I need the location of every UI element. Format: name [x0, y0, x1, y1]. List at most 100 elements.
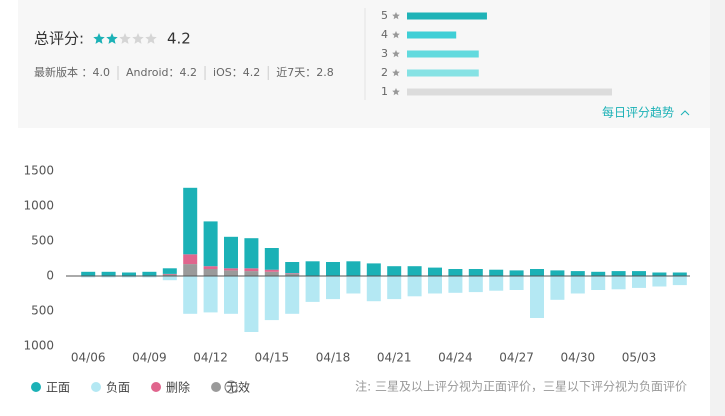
version-info: 近7天：2.8	[276, 66, 334, 79]
rating-label: 5	[381, 9, 388, 22]
bar-segment	[162, 268, 177, 274]
x-tick-label: 04/21	[377, 351, 412, 365]
x-tick-label: 04/30	[561, 351, 596, 365]
rating-bars: 5 4 3 2 1	[381, 9, 612, 98]
bar-segment	[591, 271, 606, 276]
bar-segment	[407, 276, 422, 297]
bar-segment	[122, 272, 136, 276]
score-title: 总评分:	[34, 30, 84, 48]
y-tick-label: 1000	[23, 339, 54, 353]
x-tick-label: 04/12	[193, 351, 228, 365]
rating-label: 1	[381, 85, 388, 98]
rating-label: 3	[381, 47, 388, 60]
bar-segment	[122, 276, 136, 278]
bar-segment	[632, 276, 646, 288]
bar-segment	[468, 269, 483, 276]
bar-segment	[305, 276, 320, 302]
bar-segment	[366, 276, 381, 302]
bar-segment	[366, 263, 381, 276]
bar-segment	[448, 269, 463, 276]
star	[132, 33, 144, 44]
legend-swatch	[151, 382, 162, 392]
bar-segment	[183, 254, 198, 265]
star	[119, 33, 131, 44]
bar-segment	[305, 261, 320, 276]
bar-segment	[530, 276, 544, 318]
version-info: Android：4.2	[126, 66, 197, 79]
rating-star	[392, 31, 400, 39]
rating-bar	[407, 12, 487, 20]
bar-segment	[652, 276, 667, 287]
bar-segment	[285, 273, 300, 276]
x-tick-label: 04/15	[255, 351, 290, 365]
bar-segment	[387, 276, 402, 300]
x-tick-label: 04/27	[499, 351, 534, 365]
bar-segment	[264, 276, 279, 321]
bar-segment	[264, 271, 279, 276]
bar-segment	[183, 187, 198, 255]
bar-segment	[570, 276, 585, 294]
bar-segment	[509, 276, 524, 290]
version-info: 最新版本 ：4.0	[34, 65, 110, 79]
rating-star	[392, 88, 400, 96]
bar-segment	[428, 267, 442, 276]
bar-segment	[428, 276, 442, 294]
summary-panel	[18, 0, 710, 128]
legend-swatch	[31, 382, 41, 392]
trend-link[interactable]: 每日评分趋势	[602, 105, 674, 120]
bar-segment	[407, 266, 422, 276]
bar-segment	[101, 271, 116, 276]
bar-segment	[142, 276, 157, 278]
bar-segment	[224, 276, 238, 314]
bar-segment	[264, 248, 279, 270]
bar-segment	[632, 271, 646, 276]
star	[93, 33, 105, 44]
bar-segment	[509, 270, 524, 276]
rating-bar	[407, 50, 479, 58]
bar-segment	[652, 272, 667, 276]
bar-segment	[224, 236, 238, 269]
rating-bar	[407, 88, 612, 96]
x-tick-label: 04/09	[132, 351, 167, 365]
bar-segment	[285, 273, 300, 274]
y-tick-label: 1500	[23, 164, 54, 178]
bar-segment	[570, 271, 585, 276]
bar-segment	[264, 269, 279, 272]
bar-segment	[203, 276, 218, 313]
bar-segment	[203, 221, 218, 267]
x-tick-label: 04/18	[316, 351, 351, 365]
bar-segment	[101, 276, 116, 278]
bar-segment	[530, 269, 544, 276]
bar-segment	[81, 276, 96, 278]
bar-segment	[162, 273, 177, 275]
bar-segment	[468, 276, 483, 293]
bar-segment	[672, 276, 687, 286]
bar-segment	[285, 262, 300, 274]
y-tick-label: 1000	[23, 199, 54, 213]
bar-segment	[244, 271, 259, 276]
x-tick-label: 05/03	[622, 351, 657, 365]
info-i: i	[230, 384, 233, 394]
stars	[93, 33, 157, 44]
bar-segment	[285, 276, 300, 314]
x-tick-label: 04/24	[438, 351, 473, 365]
bar-segment	[142, 271, 157, 276]
bar-segment	[489, 276, 504, 291]
bar-segment	[611, 271, 626, 276]
rating-star	[392, 50, 400, 58]
legend-label: 无效	[226, 380, 250, 395]
bar-segment	[203, 269, 218, 276]
bar-segment	[550, 270, 565, 276]
y-tick-label: 500	[31, 234, 54, 248]
bar-segment	[387, 266, 402, 276]
rating-star	[392, 69, 400, 77]
legend-swatch	[91, 382, 102, 392]
bar-segment	[611, 276, 626, 290]
bar-segment	[550, 276, 565, 300]
chart: 1000 500 0 500 1000 1500 04/06 04/09 04/12 04/15 0…	[23, 164, 690, 395]
bar-segment	[672, 272, 687, 276]
bar-segment	[183, 276, 198, 314]
y-tick-label: 0	[46, 269, 54, 283]
bar-segment	[591, 276, 606, 290]
bar-segment	[203, 266, 218, 269]
